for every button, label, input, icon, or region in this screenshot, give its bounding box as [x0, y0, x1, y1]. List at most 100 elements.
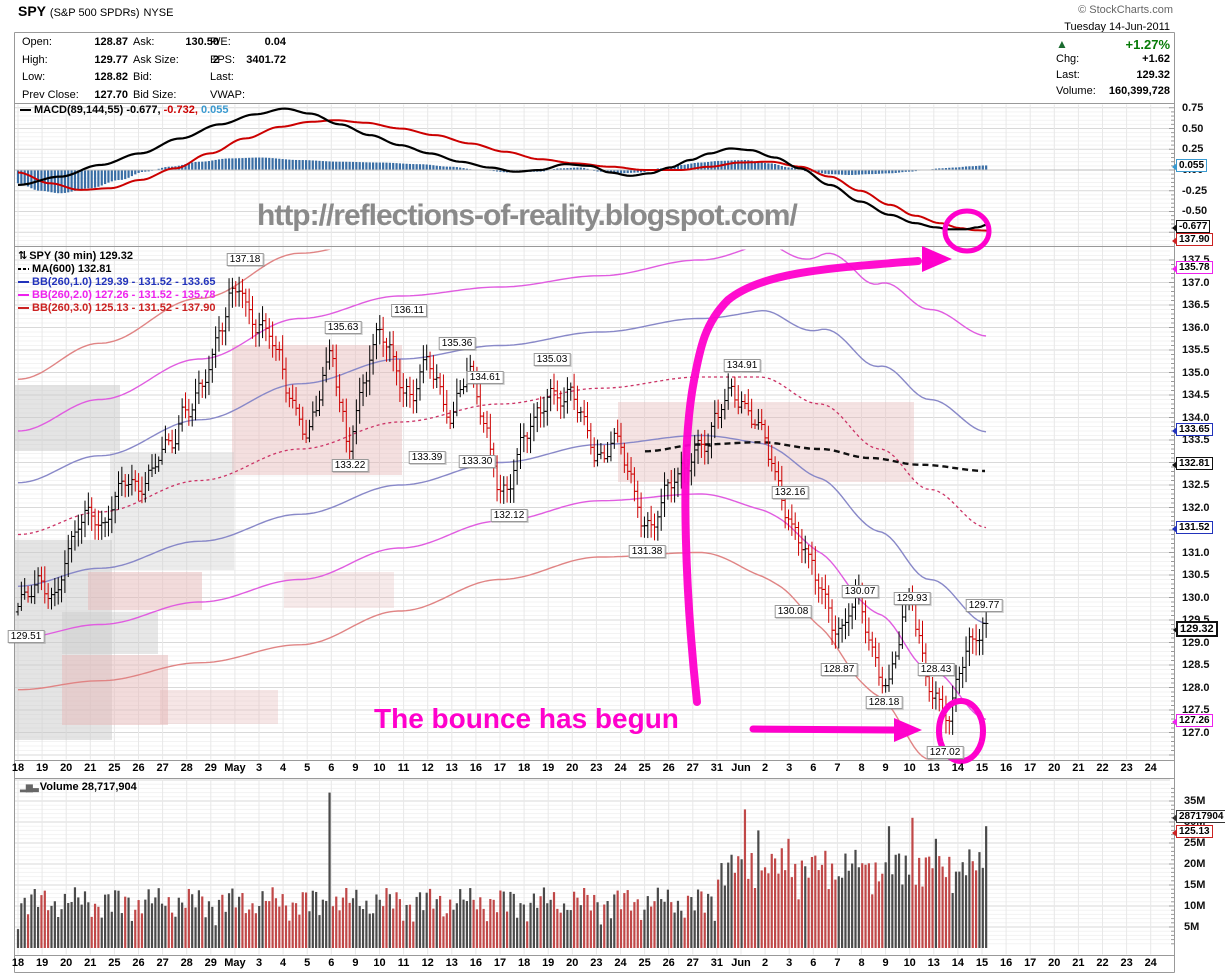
macd-histogram-bar	[224, 158, 227, 170]
macd-histogram-bar	[311, 160, 314, 170]
macd-histogram-bar	[743, 160, 747, 170]
band-line	[17, 434, 987, 625]
volume-bar	[934, 838, 937, 948]
volume-bar	[271, 887, 274, 948]
curve-arrowhead-icon	[922, 246, 952, 272]
macd-histogram-bar	[452, 166, 455, 170]
volume-bar	[616, 890, 619, 948]
volume-bar	[164, 905, 167, 948]
x-axis-date-label: 9	[882, 762, 889, 774]
volume-bar	[549, 899, 552, 948]
volume-bar	[77, 897, 80, 948]
x-axis-date-label: 14	[951, 957, 965, 969]
volume-bar	[335, 896, 338, 948]
volume-bar	[790, 877, 793, 948]
price-callout: 135.36	[438, 337, 476, 350]
volume-bar	[542, 887, 546, 948]
x-axis-date-label: 18	[11, 957, 25, 969]
volume-bar	[43, 890, 46, 948]
volume-bar	[211, 906, 214, 948]
macd-histogram-bar	[258, 157, 261, 170]
volume-bar	[820, 864, 824, 948]
macd-histogram-bar	[298, 160, 301, 170]
price-style-icon: ⇅	[18, 250, 28, 262]
volume-bar	[472, 899, 475, 948]
x-axis-date-label: May	[224, 762, 246, 774]
volume-bar	[53, 901, 56, 948]
macd-histogram-bar	[328, 161, 331, 170]
session-date: Tuesday 14-Jun-2011	[1064, 21, 1170, 33]
volume-bar	[398, 899, 401, 948]
volume-bar	[405, 904, 408, 948]
volume-bar	[291, 902, 294, 948]
volume-bar	[181, 902, 184, 948]
macd-histogram-bar	[569, 167, 572, 170]
volume-bar	[301, 892, 304, 948]
macd-histogram-bar	[760, 162, 763, 170]
volume-bar	[455, 903, 458, 948]
price-callout: 135.03	[533, 353, 571, 366]
x-axis-date-label: 27	[156, 762, 169, 774]
macd-histogram-bar	[104, 170, 107, 185]
macd-histogram-bar	[941, 168, 944, 170]
x-axis-date-label: 23	[1120, 957, 1133, 969]
macd-histogram-bar	[388, 162, 391, 170]
volume-bar	[887, 826, 891, 948]
x-axis-date-label: 3	[255, 762, 263, 774]
macd-cross-circle	[942, 208, 992, 254]
macd-histogram-bar	[948, 167, 951, 170]
macd-histogram-bar	[700, 162, 703, 170]
x-axis-date-label: 19	[35, 762, 49, 774]
volume-bar	[432, 908, 435, 948]
volume-bar	[961, 862, 964, 948]
x-axis-date-label: 20	[566, 762, 579, 774]
volume-bar	[144, 899, 147, 948]
volume-bar	[100, 917, 103, 948]
macd-histogram-bar	[934, 168, 937, 170]
volume-bar	[539, 896, 542, 948]
x-axis-date-label: 22	[1096, 762, 1109, 774]
volume-bar	[897, 853, 901, 948]
volume-bar	[177, 897, 180, 948]
volume-bar	[640, 919, 643, 948]
volume-axis-label: 10M	[1184, 900, 1206, 912]
session-summary: Tuesday 14-Jun-2011 ▲ +1.27% Chg: +1.62 …	[1052, 21, 1170, 101]
quote-label: High:	[22, 53, 48, 66]
volume-bar	[753, 888, 757, 948]
volume-bar	[63, 893, 66, 948]
volume-bar	[770, 853, 773, 948]
quote-label: P/E:	[210, 36, 231, 48]
volume-bar	[231, 888, 234, 948]
price-axis-label: 134.5	[1182, 389, 1210, 401]
x-axis-date-label: 3	[255, 957, 263, 969]
volume-bar	[241, 893, 244, 948]
volume-bar	[234, 907, 237, 948]
price-callout: 129.93	[893, 592, 931, 605]
x-axis-date-label: 10	[903, 762, 916, 774]
macd-histogram-bar	[114, 170, 117, 181]
macd-histogram-bar	[640, 170, 643, 173]
volume-bar	[767, 873, 770, 948]
price-callout: 129.77	[965, 599, 1003, 612]
volume-bar	[874, 862, 877, 948]
x-axis-date-label: 16	[999, 957, 1013, 969]
macd-histogram-bar	[368, 162, 371, 170]
x-axis-date-label: 13	[445, 762, 458, 774]
line-swatch-icon	[18, 307, 29, 310]
macd-histogram-bar	[897, 170, 901, 173]
macd-histogram-bar	[566, 168, 569, 170]
volume-bar	[147, 889, 150, 948]
x-axis-date-label: 20	[1048, 762, 1061, 774]
macd-histogram-bar	[573, 167, 576, 170]
volume-bar	[573, 891, 576, 948]
volume-bar	[114, 890, 117, 948]
macd-histogram-bar	[408, 163, 412, 170]
macd-histogram-bar	[160, 167, 164, 170]
quote-row: High: 129.77	[22, 54, 128, 72]
volume-bar	[171, 912, 174, 948]
volume-bar	[288, 920, 291, 948]
macd-histogram-bar	[294, 159, 298, 170]
macd-histogram-bar	[777, 164, 780, 170]
macd-histogram-bar	[750, 160, 753, 170]
x-axis-date-label: 6	[328, 957, 335, 969]
